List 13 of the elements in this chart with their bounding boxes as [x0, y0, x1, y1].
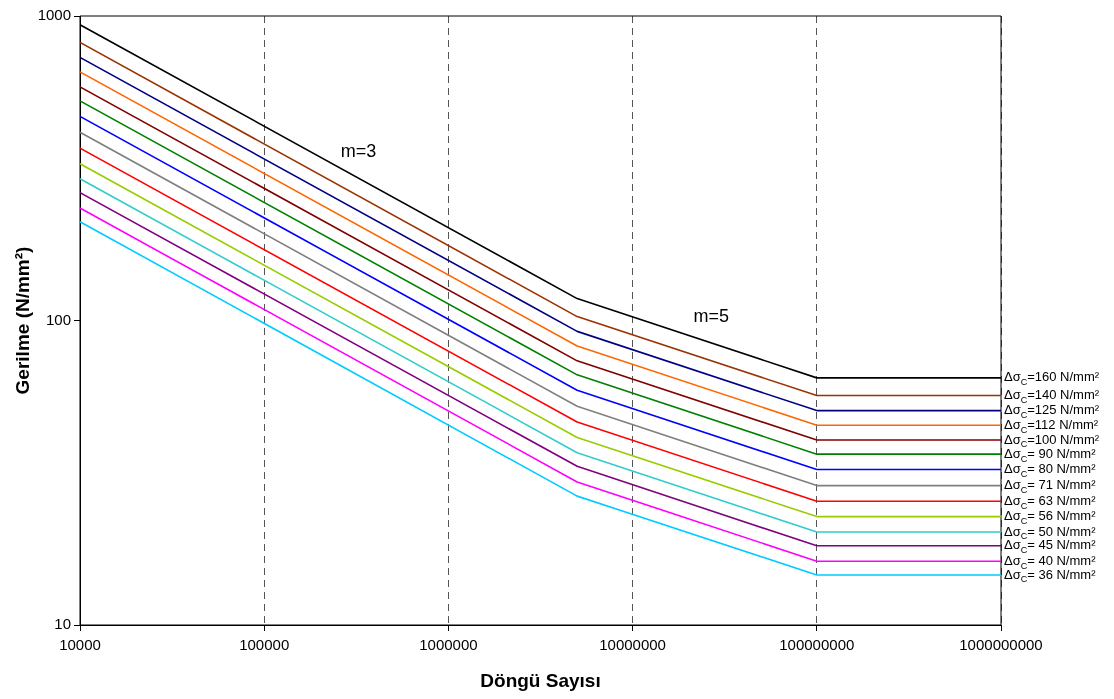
x-tick-label: 10000 — [59, 636, 101, 654]
y-tick-label: 10 — [54, 615, 71, 633]
y-tick-label: 100 — [45, 310, 71, 328]
x-tick-label: 10000000 — [599, 636, 666, 654]
x-tick-label: 100000000 — [779, 636, 855, 654]
y-tick-label: 1000 — [37, 6, 71, 24]
y-axis-title: Gerilme (N/mm²) — [11, 246, 33, 395]
x-tick-label: 1000000000 — [959, 636, 1043, 654]
x-axis-title: Döngü Sayısı — [480, 669, 601, 691]
annotation: m=3 — [340, 141, 377, 162]
x-tick-label: 1000000 — [419, 636, 478, 654]
annotation: m=5 — [693, 305, 730, 326]
x-tick-label: 100000 — [239, 636, 290, 654]
